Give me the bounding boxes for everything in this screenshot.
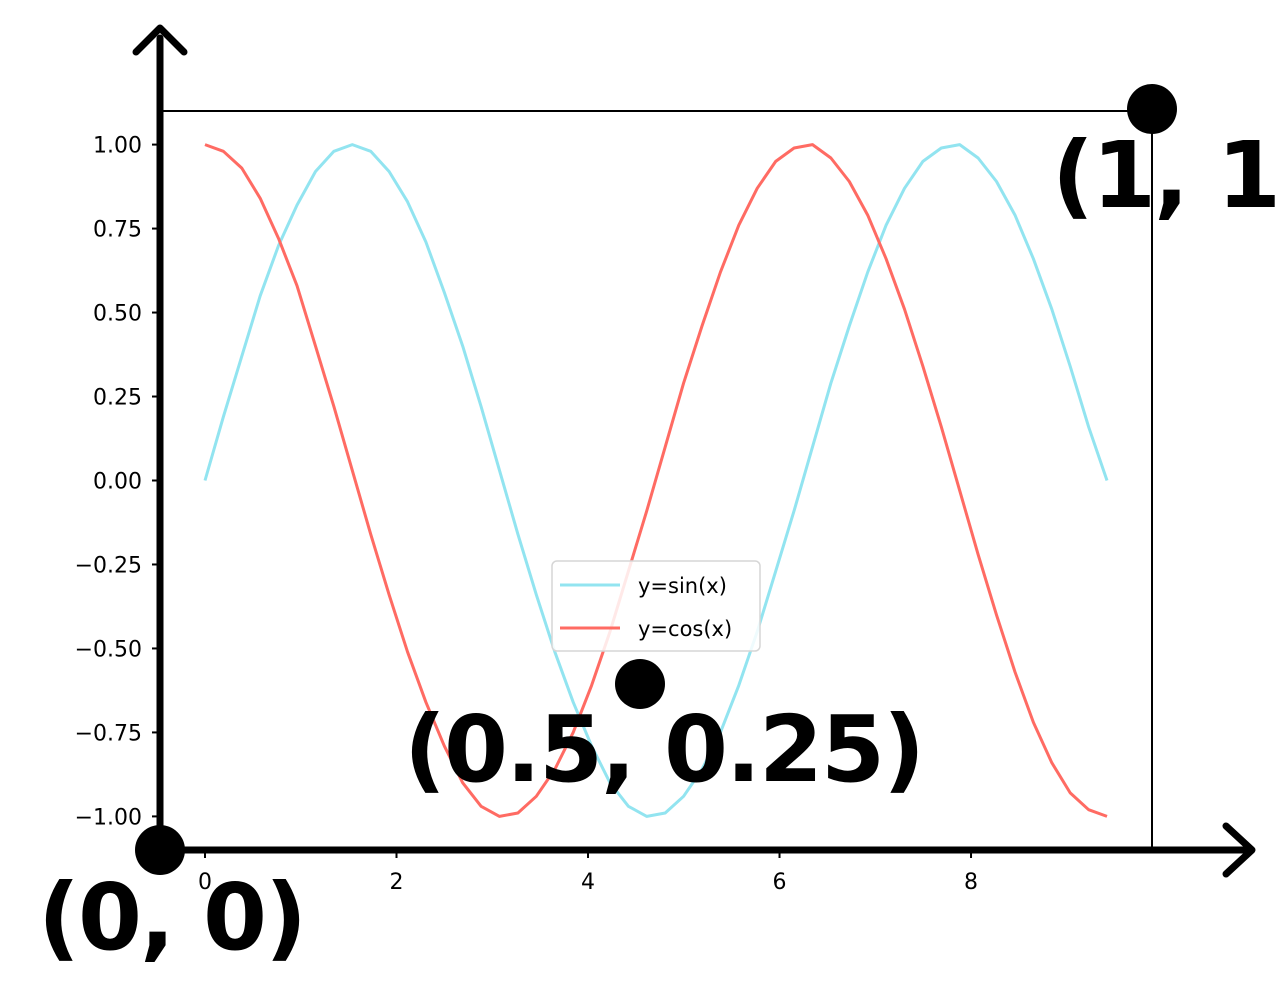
origin-label: (0, 0) bbox=[38, 864, 307, 971]
legend-entry: y=cos(x) bbox=[638, 617, 732, 641]
x-tick-label: 6 bbox=[773, 870, 787, 895]
arrow-axes bbox=[132, 24, 1256, 878]
origin-dot bbox=[135, 825, 185, 875]
series-line-sin bbox=[203, 143, 1109, 818]
annotation-dots bbox=[135, 84, 1177, 875]
tick-layer: 1.00 0.75 0.50 0.25 0.00 −0.25 −0.50 −0.75 −1.00… bbox=[75, 134, 978, 895]
x-tick-label: 4 bbox=[581, 870, 595, 895]
middle-dot bbox=[615, 659, 665, 709]
series-line-cos bbox=[204, 143, 1108, 818]
x-tick-label: 2 bbox=[390, 870, 404, 895]
y-tick-label: 1.00 bbox=[93, 134, 142, 159]
top-right-dot bbox=[1127, 84, 1177, 134]
y-tick-label: −0.50 bbox=[75, 637, 142, 662]
y-arrowhead bbox=[132, 24, 188, 56]
x-arrowhead bbox=[1222, 822, 1256, 878]
legend-entry: y=sin(x) bbox=[638, 574, 727, 598]
y-tick-label: −0.25 bbox=[75, 553, 142, 578]
y-tick-label: 0.75 bbox=[93, 218, 142, 243]
y-tick-label: −1.00 bbox=[75, 805, 142, 830]
x-tick-label: 0 bbox=[198, 870, 212, 895]
legend: y=sin(x) y=cos(x) bbox=[551, 560, 761, 652]
middle-label: (0.5, 0.25) bbox=[404, 696, 925, 803]
top-right-label: (1, 1) bbox=[1052, 122, 1280, 229]
y-tick-label: 0.50 bbox=[93, 302, 142, 327]
axes-frame bbox=[160, 110, 1153, 850]
series-layer bbox=[203, 143, 1109, 818]
x-tick-label: 8 bbox=[964, 870, 978, 895]
y-tick-label: 0.25 bbox=[93, 386, 142, 411]
y-tick-label: 0.00 bbox=[93, 470, 142, 495]
y-tick-label: −0.75 bbox=[75, 721, 142, 746]
